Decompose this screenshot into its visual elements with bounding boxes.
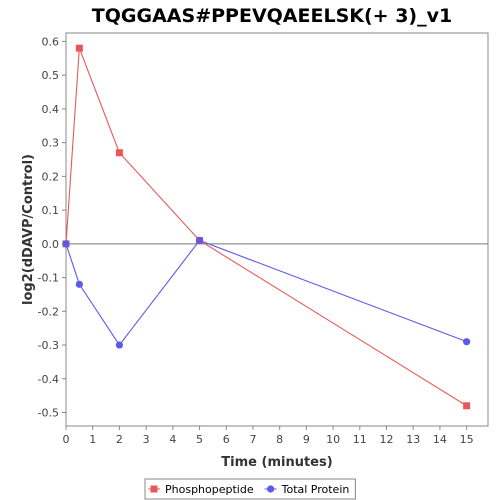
y-tick-label: 0.5	[42, 69, 60, 82]
x-tick-label: 5	[196, 433, 203, 446]
data-point	[115, 149, 123, 157]
y-tick-label: 0.3	[42, 137, 60, 150]
legend-box	[144, 478, 356, 500]
chart-title: TQGGAAS#PPEVQAEELSK(+ 3)_v1	[92, 5, 452, 27]
x-tick-label: 1	[89, 433, 96, 446]
legend-marker	[267, 485, 275, 493]
data-point	[463, 402, 471, 410]
x-tick-label: 13	[406, 433, 420, 446]
legend-label: Phosphopeptide	[165, 483, 254, 496]
x-tick-label: 12	[380, 433, 394, 446]
y-tick-label: -0.3	[38, 339, 59, 352]
x-tick-label: 2	[116, 433, 123, 446]
x-tick-label: 6	[223, 433, 230, 446]
y-tick-label: 0.1	[42, 204, 60, 217]
data-point	[75, 280, 83, 288]
legend-item: Total Protein	[264, 483, 350, 496]
y-tick-label: 0.4	[42, 103, 60, 116]
data-point	[195, 236, 204, 245]
x-axis: 0 1 2 3 4 5 6 7 8 9 10 11 12 13 14 15	[63, 426, 474, 446]
legend-label: Total Protein	[281, 483, 350, 496]
y-tick-label: 0.6	[42, 35, 60, 48]
y-tick-label: -0.2	[38, 305, 59, 318]
legend-item: Phosphopeptide	[148, 483, 254, 496]
x-tick-label: 0	[63, 433, 70, 446]
series-1	[62, 236, 471, 349]
data-point	[62, 240, 70, 248]
y-tick-label: -0.1	[38, 272, 59, 285]
y-tick-label: -0.4	[38, 373, 59, 386]
y-tick-label: -0.5	[38, 407, 59, 420]
x-tick-label: 11	[353, 433, 367, 446]
x-tick-label: 3	[143, 433, 150, 446]
y-tick-label: 0.0	[42, 238, 60, 251]
y-axis: 0.6 0.5 0.4 0.3 0.2 0.1 0.0 -0.1 -0.2 -0.3 -0.4 -0.…	[38, 35, 66, 420]
data-point	[75, 44, 83, 52]
x-tick-label: 8	[276, 433, 283, 446]
plot-area	[65, 32, 489, 427]
series-layer	[62, 44, 471, 410]
x-tick-label: 9	[303, 433, 310, 446]
legend: Phosphopeptide Total Protein	[144, 478, 356, 500]
data-point	[115, 341, 124, 349]
x-tick-label: 4	[169, 433, 176, 446]
y-tick-label: 0.2	[42, 170, 60, 183]
x-axis-label: Time (minutes)	[221, 455, 332, 470]
x-tick-label: 7	[249, 433, 256, 446]
y-axis-label: log2(dDAVP/Control)	[21, 154, 36, 305]
x-tick-label: 10	[326, 433, 340, 446]
data-point	[463, 338, 471, 346]
x-tick-label: 14	[433, 433, 447, 446]
legend-marker	[150, 485, 158, 493]
x-tick-label: 15	[460, 433, 474, 446]
